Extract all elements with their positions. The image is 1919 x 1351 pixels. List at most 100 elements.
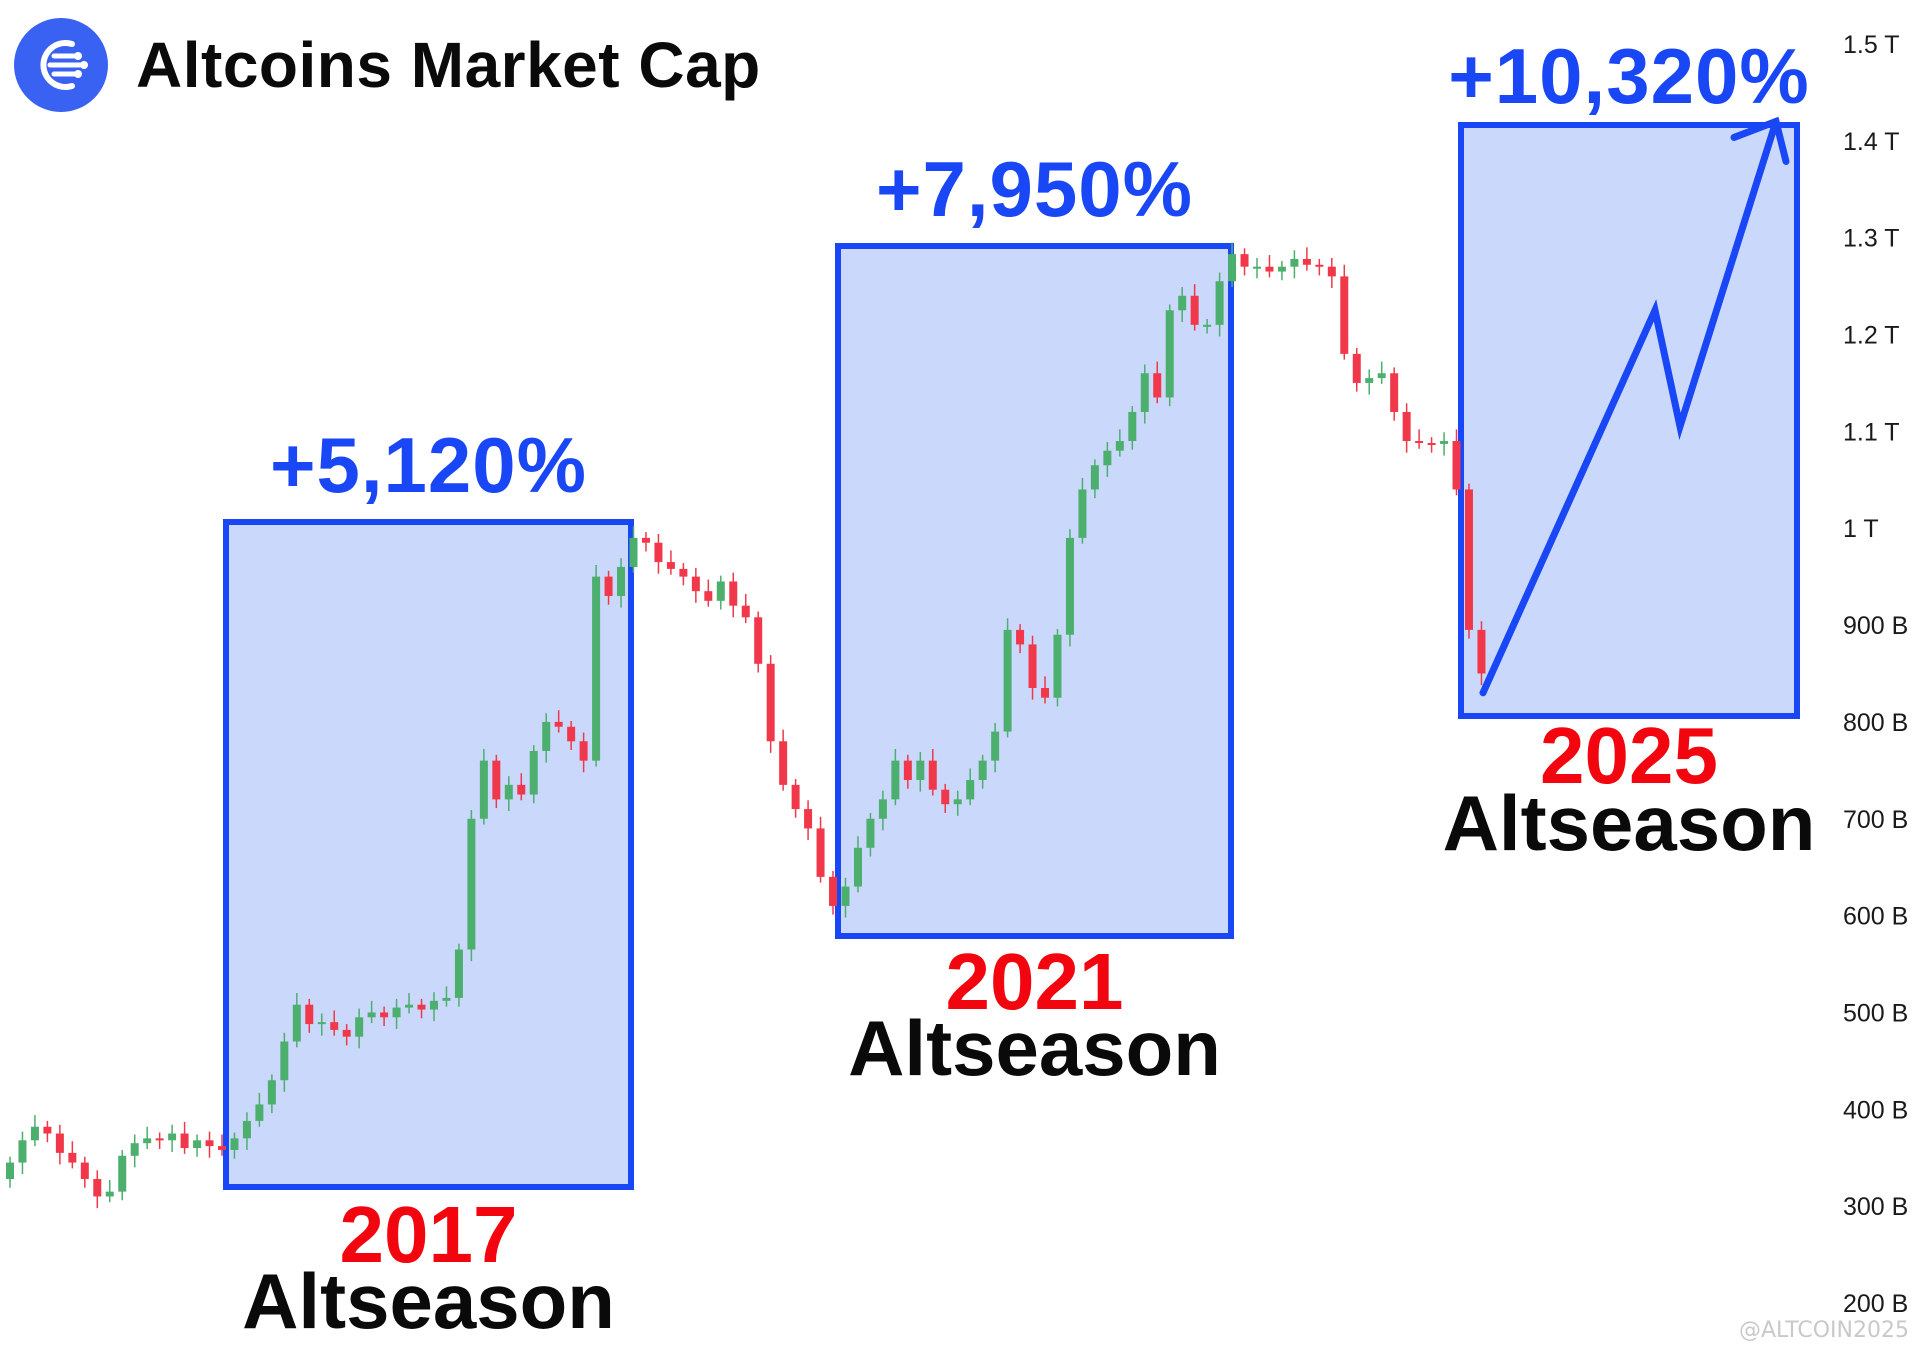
y-tick-label: 600 B [1843, 903, 1908, 931]
candle [592, 576, 601, 761]
candle [1003, 629, 1012, 732]
y-tick-label: 800 B [1843, 709, 1908, 737]
candle [242, 1120, 251, 1139]
candle [429, 1000, 438, 1010]
gain-label-2025: +10,320% [1448, 32, 1809, 120]
candle [1265, 266, 1274, 272]
y-tick-label: 1.2 T [1843, 322, 1900, 350]
candle [305, 1004, 314, 1025]
candle [417, 1004, 426, 1010]
candle [43, 1126, 52, 1134]
candle [1277, 266, 1286, 272]
candle [1041, 688, 1050, 698]
y-tick-label: 1.1 T [1843, 418, 1900, 446]
candle [741, 605, 750, 618]
candle [392, 1007, 401, 1018]
candle [903, 760, 912, 781]
altseason-box-2017 [223, 519, 634, 1190]
candle [1315, 264, 1324, 267]
candle [1078, 489, 1087, 538]
y-tick-label: 200 B [1843, 1290, 1908, 1318]
candle [454, 949, 463, 998]
candle [978, 760, 987, 781]
candle [853, 847, 862, 887]
candle [779, 741, 788, 785]
y-tick-label: 1.4 T [1843, 128, 1900, 156]
candle [1115, 441, 1124, 451]
candle [754, 617, 763, 664]
candle [1090, 465, 1099, 490]
candle [891, 760, 900, 800]
candle [991, 731, 1000, 761]
candle [1402, 411, 1411, 442]
candle [691, 576, 700, 592]
gain-label-2017: +5,120% [270, 421, 587, 509]
candle [928, 760, 937, 790]
y-tick-label: 900 B [1843, 612, 1908, 640]
candle [654, 542, 663, 563]
candle [230, 1138, 239, 1150]
candle [80, 1162, 89, 1180]
candle [68, 1152, 77, 1163]
candle [193, 1140, 202, 1149]
candle [380, 1012, 389, 1018]
candle [554, 721, 563, 727]
candle [1178, 295, 1187, 311]
candle [1103, 450, 1112, 466]
candle [1190, 295, 1199, 325]
candle [791, 784, 800, 810]
altcoin-logo-icon [14, 18, 108, 112]
year-label-2025: 2025 [1540, 711, 1718, 800]
y-tick-label: 1.5 T [1843, 31, 1900, 59]
candle [679, 568, 688, 577]
y-tick-label: 700 B [1843, 806, 1908, 834]
page-title: Altcoins Market Cap [136, 29, 761, 101]
candle [330, 1022, 339, 1030]
candle [180, 1133, 189, 1149]
candle [143, 1138, 152, 1144]
altseason-label-2017: Altseason [242, 1257, 615, 1345]
candle [1302, 258, 1311, 265]
candle [342, 1029, 351, 1037]
candle [704, 591, 713, 601]
candle [567, 726, 576, 742]
candle [604, 576, 613, 596]
candle [504, 784, 513, 800]
altseason-label-2025: Altseason [1443, 779, 1816, 867]
candle [205, 1140, 214, 1147]
candle [1016, 629, 1025, 645]
candle [716, 581, 725, 601]
candle [1028, 644, 1037, 689]
candle [1165, 310, 1174, 398]
candle [479, 760, 488, 819]
candle [1240, 254, 1249, 267]
candle [1440, 441, 1449, 444]
candle [442, 997, 451, 1001]
candle [666, 562, 675, 569]
candle [866, 818, 875, 848]
candle [18, 1140, 27, 1163]
candle [629, 537, 638, 567]
watermark: @ALTCOIN2025 [1738, 1318, 1909, 1343]
candle [255, 1104, 264, 1121]
candle [93, 1179, 102, 1197]
year-label-2021: 2021 [946, 937, 1124, 1026]
candle [941, 789, 950, 805]
candle [1253, 266, 1261, 269]
gain-label-2021: +7,950% [876, 145, 1193, 233]
candle [1452, 441, 1461, 490]
candle [617, 566, 626, 596]
candle [1340, 276, 1349, 354]
candle [1477, 629, 1486, 674]
candle [1464, 489, 1473, 630]
candle [130, 1143, 139, 1156]
candle [280, 1041, 289, 1081]
candle [292, 1004, 301, 1042]
y-tick-label: 400 B [1843, 1096, 1908, 1124]
chart-header: Altcoins Market Cap [14, 18, 761, 112]
candle [118, 1155, 127, 1192]
candle [155, 1138, 164, 1141]
candle [953, 799, 962, 805]
